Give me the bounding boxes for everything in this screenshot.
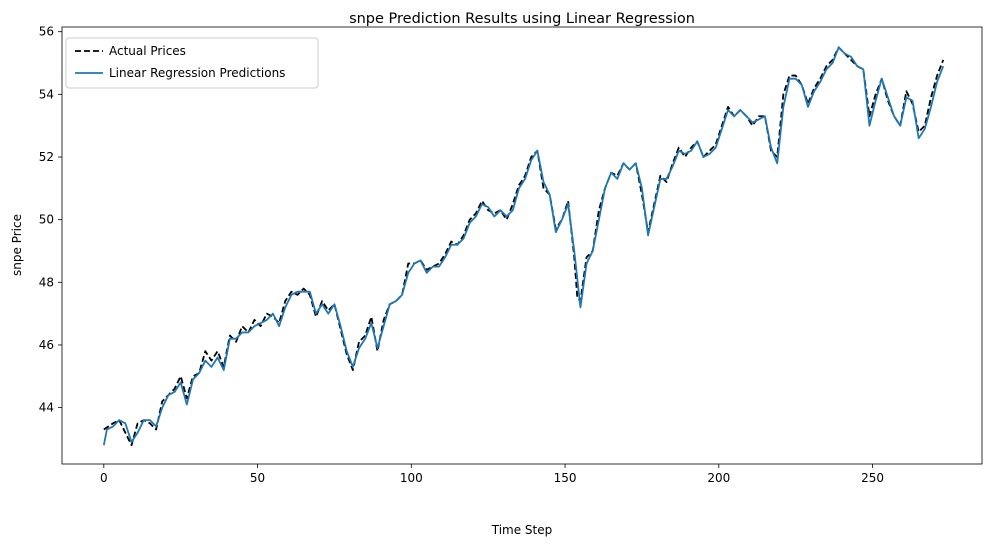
y-axis-label: snpe Price xyxy=(10,214,24,276)
series-line-predictions xyxy=(102,46,945,446)
x-tick-label: 200 xyxy=(707,471,730,485)
y-tick-label: 44 xyxy=(39,401,54,415)
plot-frame xyxy=(61,26,983,465)
x-tick-label: 50 xyxy=(250,471,265,485)
y-tick-label: 48 xyxy=(39,275,54,289)
y-tick-label: 46 xyxy=(39,338,54,352)
y-tick-label: 50 xyxy=(39,213,54,227)
y-tick-label: 56 xyxy=(39,25,54,39)
series-layer xyxy=(102,46,945,447)
legend-label-actual: Actual Prices xyxy=(109,44,186,58)
chart-title: snpe Prediction Results using Linear Reg… xyxy=(349,11,695,27)
legend-box xyxy=(65,37,319,89)
legend-label-predictions: Linear Regression Predictions xyxy=(109,66,285,80)
x-tick-label: 250 xyxy=(861,471,884,485)
y-tick-label: 52 xyxy=(39,150,54,164)
x-axis: 0 50 100 150 200 250 xyxy=(100,464,884,485)
y-tick-label: 54 xyxy=(39,87,54,101)
plot-area xyxy=(61,26,983,465)
x-tick-label: 100 xyxy=(400,471,423,485)
x-axis-label: Time Step xyxy=(491,523,553,537)
x-tick-label: 0 xyxy=(100,471,108,485)
y-axis: 44 46 48 50 52 54 56 xyxy=(39,25,62,415)
x-tick-label: 150 xyxy=(554,471,577,485)
plot-background xyxy=(62,27,982,464)
legend: Actual Prices Linear Regression Predicti… xyxy=(65,37,319,89)
